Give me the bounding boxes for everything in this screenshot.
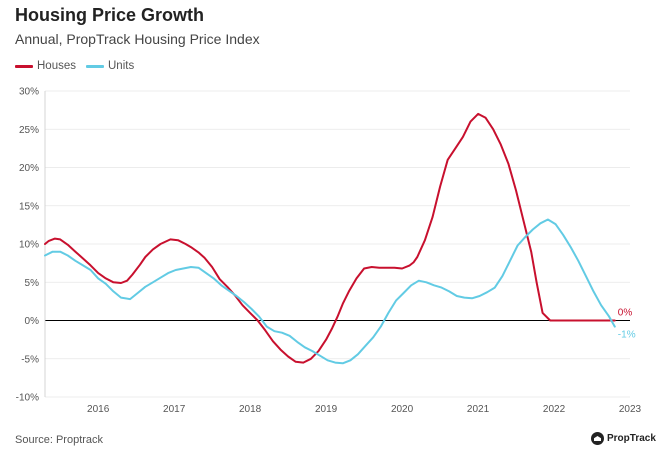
x-tick-label: 2018 — [239, 404, 262, 415]
house-icon — [591, 432, 604, 445]
x-tick-label: 2021 — [467, 404, 490, 415]
y-tick-label: 0% — [25, 316, 40, 327]
end-label-units: -1% — [618, 330, 636, 341]
legend-swatch-units — [86, 64, 104, 68]
y-tick-label: 5% — [25, 278, 40, 289]
y-tick-label: -5% — [21, 354, 39, 365]
series-line-houses — [44, 112, 616, 364]
x-tick-label: 2022 — [543, 404, 566, 415]
legend-item-houses: Houses — [15, 60, 76, 72]
y-tick-label: 10% — [19, 240, 39, 251]
x-tick-label: 2016 — [87, 404, 110, 415]
chart-title: Housing Price Growth — [15, 5, 205, 25]
x-tick-label: 2019 — [315, 404, 338, 415]
x-tick-label: 2023 — [619, 404, 642, 415]
series-line-units — [44, 218, 616, 365]
brand-name: PropTrack — [607, 433, 656, 444]
source-note: Source: Proptrack — [15, 434, 104, 446]
x-tick-label: 2017 — [163, 404, 186, 415]
legend-swatch-houses — [15, 64, 33, 68]
legend-item-units: Units — [86, 60, 134, 72]
legend-label-houses: Houses — [37, 60, 76, 72]
chart-legend: Houses Units — [15, 60, 144, 72]
x-tick-label: 2020 — [391, 404, 414, 415]
legend-label-units: Units — [108, 60, 135, 72]
brand-logo: PropTrack — [591, 432, 656, 445]
y-tick-label: 25% — [19, 125, 39, 136]
y-tick-label: -10% — [16, 393, 39, 404]
y-tick-label: 15% — [19, 201, 39, 212]
y-tick-label: 20% — [19, 163, 39, 174]
y-tick-label: 30% — [19, 87, 39, 98]
end-label-houses: 0% — [618, 308, 633, 319]
chart-subtitle: Annual, PropTrack Housing Price Index — [15, 31, 260, 47]
